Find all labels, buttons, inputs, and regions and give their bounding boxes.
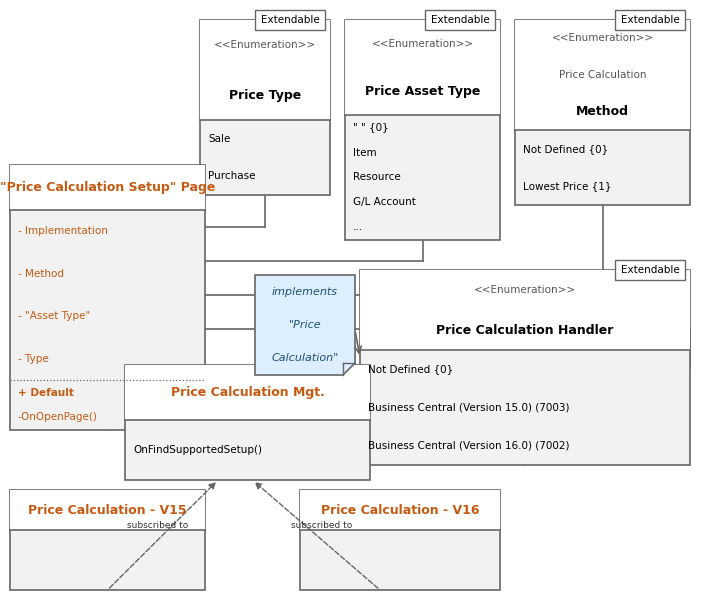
Bar xyxy=(345,20,500,115)
Text: Method: Method xyxy=(576,105,629,118)
Text: - Method: - Method xyxy=(18,269,64,279)
Bar xyxy=(300,490,500,590)
Text: <<Enumeration>>: <<Enumeration>> xyxy=(214,40,316,50)
Polygon shape xyxy=(255,275,355,375)
Bar xyxy=(10,490,205,530)
Bar xyxy=(200,20,330,120)
Bar xyxy=(615,10,685,30)
Text: Calculation": Calculation" xyxy=(271,353,339,364)
Text: "Price: "Price xyxy=(288,320,321,330)
Text: Extendable: Extendable xyxy=(621,15,679,25)
Text: OnFindSupportedSetup(): OnFindSupportedSetup() xyxy=(133,445,262,455)
Text: Business Central (Version 16.0) (7002): Business Central (Version 16.0) (7002) xyxy=(368,441,570,451)
Bar xyxy=(515,20,690,205)
Text: Price Calculation - V15: Price Calculation - V15 xyxy=(28,504,187,516)
Text: Price Calculation - V16: Price Calculation - V16 xyxy=(321,504,479,516)
Bar xyxy=(360,270,690,350)
Text: "Price Calculation Setup" Page: "Price Calculation Setup" Page xyxy=(0,181,215,194)
Text: Resource: Resource xyxy=(353,173,401,182)
Text: + Default: + Default xyxy=(18,388,74,397)
Text: Price Type: Price Type xyxy=(229,89,301,101)
Bar xyxy=(425,10,495,30)
Bar xyxy=(255,10,325,30)
Text: Extendable: Extendable xyxy=(621,265,679,275)
Text: subscribed to: subscribed to xyxy=(291,521,352,530)
Text: Not Defined {0}: Not Defined {0} xyxy=(523,144,608,154)
Bar xyxy=(615,260,685,280)
Text: Extendable: Extendable xyxy=(261,15,320,25)
Bar xyxy=(125,365,370,420)
Text: Price Calculation Handler: Price Calculation Handler xyxy=(436,324,614,336)
Text: <<Enumeration>>: <<Enumeration>> xyxy=(371,39,474,49)
Text: Item: Item xyxy=(353,147,377,158)
Text: <<Enumeration>>: <<Enumeration>> xyxy=(551,33,653,43)
Bar xyxy=(125,365,370,480)
Text: Price Asset Type: Price Asset Type xyxy=(365,85,480,98)
Text: Price Calculation: Price Calculation xyxy=(559,70,646,80)
Text: Business Central (Version 15.0) (7003): Business Central (Version 15.0) (7003) xyxy=(368,402,570,413)
Text: Sale: Sale xyxy=(208,133,230,144)
Text: -OnOpenPage(): -OnOpenPage() xyxy=(18,413,98,423)
Text: <<Enumeration>>: <<Enumeration>> xyxy=(474,285,576,295)
Text: - Type: - Type xyxy=(18,354,49,364)
Text: - "Asset Type": - "Asset Type" xyxy=(18,311,90,321)
Text: implements: implements xyxy=(272,287,338,297)
Text: Lowest Price {1}: Lowest Price {1} xyxy=(523,181,612,191)
Text: Extendable: Extendable xyxy=(431,15,489,25)
Bar xyxy=(10,165,205,430)
Bar xyxy=(360,270,690,465)
Bar xyxy=(200,20,330,195)
Text: - Implementation: - Implementation xyxy=(18,226,108,236)
Bar xyxy=(515,20,690,130)
Bar xyxy=(300,490,500,530)
Text: Price Calculation Mgt.: Price Calculation Mgt. xyxy=(170,386,325,399)
Bar xyxy=(10,165,205,210)
Text: subscribed to: subscribed to xyxy=(127,521,189,530)
Text: " " {0}: " " {0} xyxy=(353,123,389,132)
Text: Purchase: Purchase xyxy=(208,172,255,181)
Text: ...: ... xyxy=(353,222,363,233)
Text: Not Defined {0}: Not Defined {0} xyxy=(368,364,453,374)
Bar xyxy=(10,490,205,590)
Bar xyxy=(345,20,500,240)
Text: G/L Account: G/L Account xyxy=(353,198,416,208)
